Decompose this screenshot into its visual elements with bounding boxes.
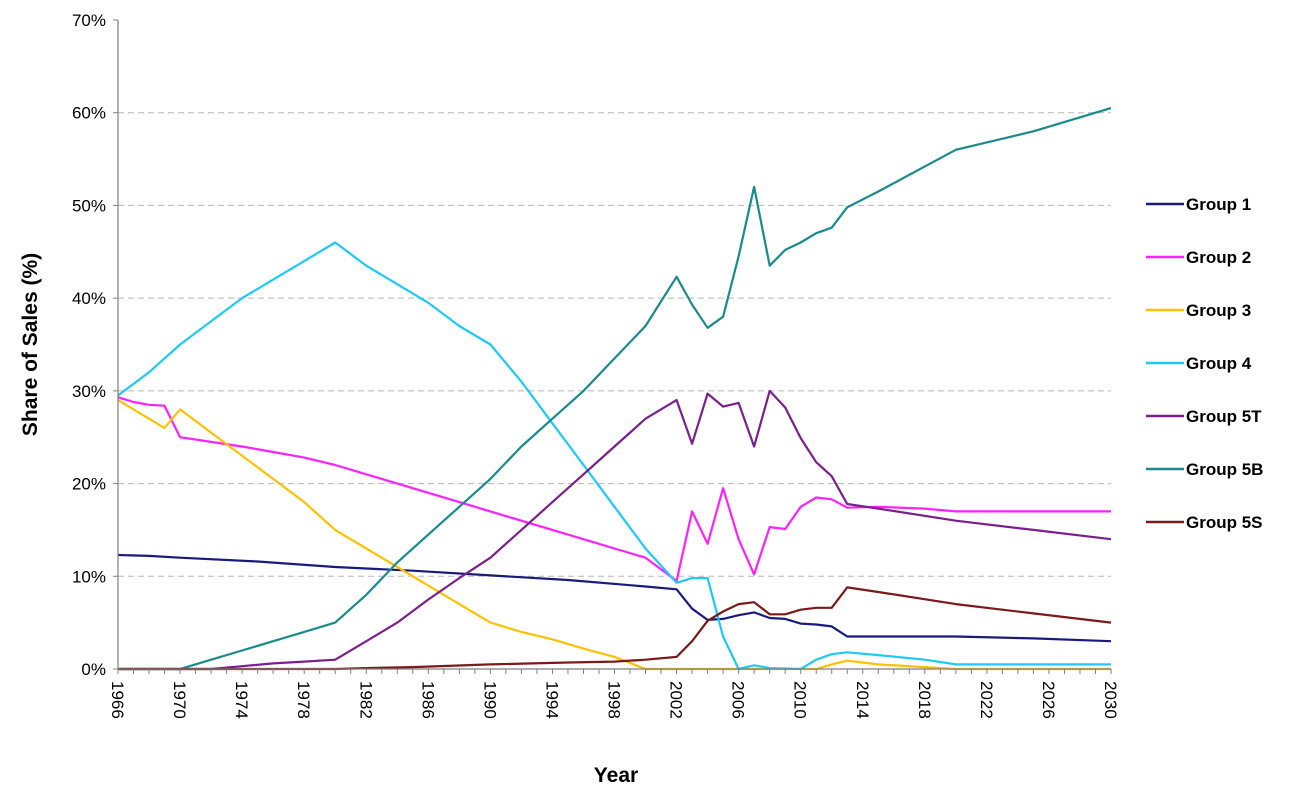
x-tick-label: 2014 xyxy=(853,681,872,719)
series-line-group-5s xyxy=(118,586,1112,671)
x-tick-label: 2002 xyxy=(667,681,686,719)
y-tick-label: 0% xyxy=(81,660,106,679)
x-tick-label: 2022 xyxy=(977,681,996,719)
legend-label: Group 3 xyxy=(1186,301,1251,320)
legend-label: Group 5B xyxy=(1186,460,1263,479)
x-tick-label: 2018 xyxy=(915,681,934,719)
axes: 0% 10% 20% 30% 40% 50% 60% 70% 1966 1970 1974 1978 1… xyxy=(72,11,1120,719)
legend-label: Group 5T xyxy=(1186,407,1262,426)
x-tick-label: 1966 xyxy=(108,681,127,719)
x-tick-label: 2010 xyxy=(791,681,810,719)
y-tick-label: 30% xyxy=(72,382,106,401)
series-line-group-4 xyxy=(117,241,1111,671)
x-tick-label: 1978 xyxy=(294,681,313,719)
x-tick-label: 1982 xyxy=(356,681,375,719)
y-tick-label: 10% xyxy=(72,567,106,586)
legend-label: Group 1 xyxy=(1186,195,1251,214)
series-line-group-5b xyxy=(118,107,1112,671)
x-tick-label: 1986 xyxy=(418,681,437,719)
legend-label: Group 4 xyxy=(1186,354,1252,373)
series-lines xyxy=(117,107,1112,671)
gridlines xyxy=(118,112,1111,577)
y-tick-label: 40% xyxy=(72,289,106,308)
y-tick-label: 70% xyxy=(72,11,106,30)
y-axis-title: Share of Sales (%) xyxy=(19,253,42,436)
x-tick-label: 2006 xyxy=(729,681,748,719)
x-tick-label: 1990 xyxy=(480,681,499,719)
y-tick-label: 60% xyxy=(72,104,106,123)
x-tick-label: 2030 xyxy=(1101,681,1120,719)
series-line-group-3 xyxy=(117,399,1111,671)
y-tick-label: 50% xyxy=(72,196,106,215)
x-tick-label: 1970 xyxy=(170,681,189,719)
x-tick-label: 2026 xyxy=(1039,681,1058,719)
series-line-group-1 xyxy=(117,553,1112,643)
x-tick-label: 1974 xyxy=(232,681,251,719)
series-line-group-5t xyxy=(118,389,1112,671)
series-line-group-2 xyxy=(117,396,1111,583)
legend: Group 1 Group 2 Group 3 Group 4 Group 5T Grou… xyxy=(1146,195,1263,532)
legend-label: Group 2 xyxy=(1186,248,1251,267)
y-tick-label: 20% xyxy=(72,475,106,494)
legend-label: Group 5S xyxy=(1186,513,1263,532)
x-axis-title: Year xyxy=(594,764,638,787)
x-tick-label: 1998 xyxy=(605,681,624,719)
x-tick-label: 1994 xyxy=(542,681,561,719)
